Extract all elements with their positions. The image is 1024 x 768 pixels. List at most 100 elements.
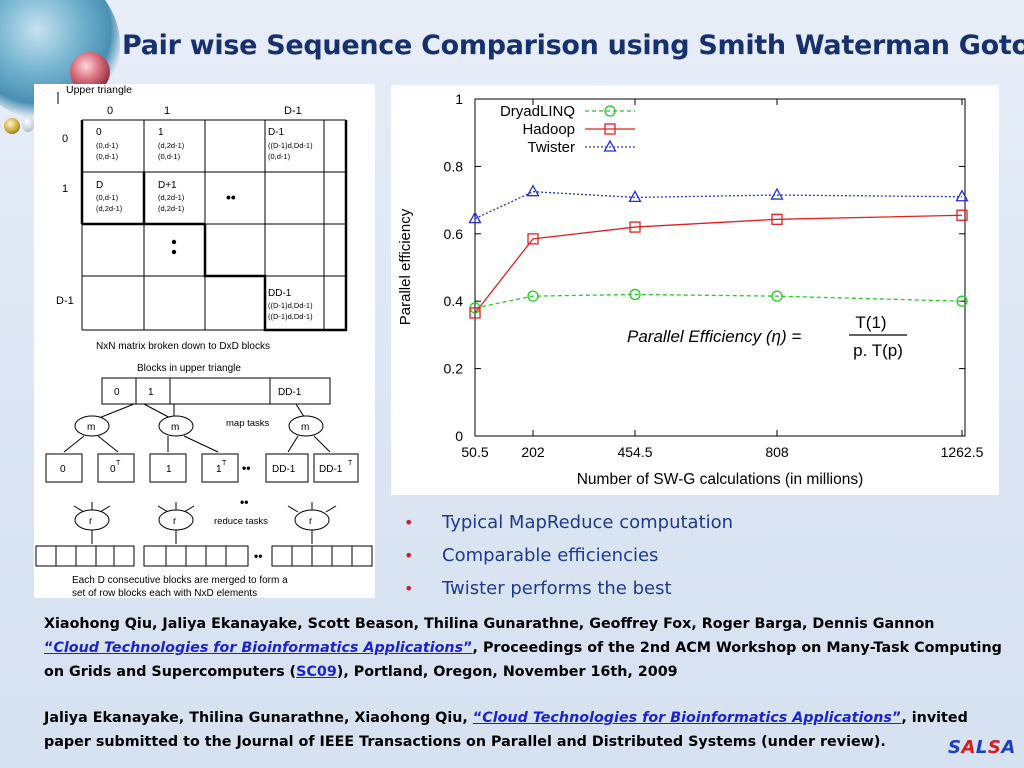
x-tick-label: 808: [765, 444, 789, 460]
ref1-venue: , Proceedings of the 2nd ACM Workshop on…: [44, 640, 1002, 680]
block-label: DD-1: [278, 387, 302, 398]
x-tick-label: 1262.5: [941, 444, 984, 460]
footer-caption: Each D consecutive blocks are merged to …: [72, 575, 288, 586]
series-line: [474, 191, 963, 220]
ellipsis-horizontal: ••: [240, 495, 248, 509]
cell-range: ((D-1)d,Dd-1): [268, 301, 313, 310]
cell-label: D: [96, 180, 103, 191]
y-tick-label: 0: [455, 428, 463, 444]
ellipsis-horizontal: ••: [242, 461, 250, 475]
legend-label: Twister: [527, 139, 575, 156]
data-point: [628, 190, 642, 203]
summary-bullets: • Typical MapReduce computation • Comparab…: [404, 510, 733, 609]
cell-range: (0,d-1): [96, 152, 119, 161]
map-outputs: [45, 453, 359, 483]
map-tasks: [63, 415, 331, 453]
ellipsis-horizontal: ••: [226, 189, 236, 205]
page-title: Pair wise Sequence Comparison using Smit…: [122, 30, 1024, 61]
x-tick-label: 454.5: [617, 444, 652, 460]
data-point: [526, 184, 540, 197]
series-dryadlinq: [469, 288, 968, 314]
reference-1: Xiaohong Qiu, Jaliya Ekanayake, Scott Be…: [44, 612, 1004, 684]
block-label: 1: [148, 387, 154, 398]
row-header: 1: [62, 183, 68, 195]
cell-range: (0,d-1): [96, 141, 119, 150]
sc09-link[interactable]: SC09: [296, 664, 337, 680]
cell-label: 1: [158, 127, 164, 138]
row-header: 0: [62, 133, 68, 145]
legend-marker: [604, 123, 616, 135]
upper-triangle-label: Upper triangle: [66, 84, 132, 96]
row-blocks: [35, 545, 373, 567]
ref2-title-link[interactable]: “Cloud Technologies for Bioinformatics A…: [472, 710, 902, 726]
data-point: [629, 288, 641, 301]
cell-range: (0,d-1): [96, 193, 119, 202]
reduce-label: r: [173, 516, 177, 527]
cell-range: ((D-1)d,Dd-1): [268, 141, 313, 150]
ref1-title-link[interactable]: “Cloud Technologies for Bioinformatics A…: [44, 640, 473, 656]
data-point: [955, 189, 969, 202]
ref2-authors: Jaliya Ekanayake, Thilina Gunarathne, Xi…: [44, 710, 473, 726]
cell-range: (d,2d-1): [158, 193, 185, 202]
output-label: 0: [110, 464, 116, 475]
plot-frame: [474, 98, 966, 437]
cell-label: 0: [96, 127, 102, 138]
bullet-item: • Typical MapReduce computation: [404, 510, 733, 543]
blocks-row: [93, 377, 331, 421]
blocks-caption: Blocks in upper triangle: [137, 363, 241, 374]
ref2-details: , invited paper submitted to the Journal…: [44, 710, 968, 750]
data-point: [770, 187, 784, 200]
ellipsis-vertical-dot: [171, 249, 177, 255]
cell-range: (0,d-1): [268, 152, 291, 161]
references: Xiaohong Qiu, Jaliya Ekanayake, Scott Be…: [44, 612, 1004, 754]
footer-caption: set of row blocks each with NxD elements: [72, 588, 257, 598]
reduce-tasks: [73, 502, 337, 544]
orb-decoration: [4, 118, 20, 134]
series-twister: [468, 184, 969, 224]
logo-letter: L: [975, 737, 988, 758]
series-line: [474, 293, 963, 309]
formula-denominator: p. T(p): [853, 341, 903, 360]
data-point: [629, 221, 641, 233]
formula-lhs: Parallel Efficiency (η) =: [627, 327, 801, 346]
legend-label: DryadLINQ: [500, 103, 575, 120]
col-header: 0: [107, 105, 113, 117]
orb-decoration: [22, 116, 34, 132]
bullet-icon: •: [404, 579, 414, 598]
data-point: [956, 209, 968, 221]
data-point: [956, 295, 968, 307]
bullet-item: • Twister performs the best: [404, 576, 733, 609]
output-label: 1: [166, 464, 172, 475]
output-label: 0: [60, 464, 66, 475]
y-tick-label: 0.8: [444, 158, 464, 174]
cell-range: (d,2d-1): [96, 204, 123, 213]
y-tick-label: 0.6: [444, 226, 464, 242]
series-hadoop: [469, 209, 968, 319]
output-label: DD-1: [272, 464, 296, 475]
data-point: [771, 213, 783, 225]
reduce-tasks-label: reduce tasks: [214, 516, 268, 527]
matrix-caption: NxN matrix broken down to DxD blocks: [96, 341, 270, 352]
ellipsis-horizontal: ••: [254, 549, 262, 563]
logo-letter: S: [987, 737, 1002, 758]
map-tasks-label: map tasks: [226, 418, 270, 429]
legend-label: Hadoop: [522, 121, 575, 138]
transpose-mark: T: [222, 460, 227, 467]
bullet-item: • Comparable efficiencies: [404, 543, 733, 576]
x-axis-label: Number of SW-G calculations (in millions…: [577, 471, 864, 488]
cell-range: (0,d-1): [158, 152, 181, 161]
cell-label: D-1: [268, 127, 285, 138]
smith-waterman-block-diagram: Upper triangle 0 1 D-1 0 1 D-1: [34, 84, 375, 599]
bullet-icon: •: [404, 546, 414, 565]
data-point: [771, 290, 783, 302]
series-line: [474, 214, 963, 314]
matrix-grid: [80, 119, 348, 332]
y-tick-label: 1: [455, 91, 463, 107]
logo-letter: A: [1001, 737, 1016, 758]
map-label: m: [87, 422, 95, 433]
map-label: m: [301, 422, 309, 433]
salsa-logo: SALSA: [948, 737, 1016, 758]
cell-label: DD-1: [268, 288, 292, 299]
logo-letter: S: [948, 737, 962, 758]
formula-numerator: T(1): [855, 313, 886, 332]
